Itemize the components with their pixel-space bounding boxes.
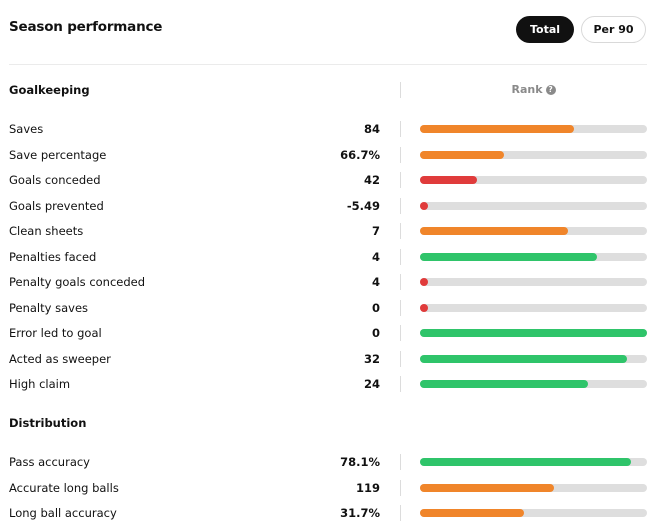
stat-value: 84 (363, 122, 380, 136)
stat-value: -5.49 (346, 198, 380, 213)
stat-row[interactable]: Acted as sweeper 32 (0, 349, 657, 369)
stat-label: Acted as sweeper (9, 351, 111, 366)
rank-bar-fill (420, 176, 477, 184)
rank-bar-fill (420, 227, 568, 235)
section-title-goalkeeping: Goalkeeping (9, 83, 90, 97)
stat-row[interactable]: Accurate long balls 119 (0, 478, 657, 498)
rank-bar-track (420, 227, 647, 235)
stat-label: Error led to goal (9, 326, 102, 340)
header-divider (9, 64, 647, 65)
rank-bar-fill (420, 278, 428, 286)
stat-label: Long ball accuracy (9, 506, 117, 520)
season-performance-header: Season performance Total Per 90 (0, 0, 657, 64)
stat-row[interactable]: Save percentage 66.7% (0, 145, 657, 165)
stat-label: High claim (9, 377, 71, 391)
column-separator (400, 299, 401, 316)
stat-label: Goals conceded (9, 173, 101, 187)
stat-value: 119 (355, 480, 380, 495)
rank-bar-fill (420, 354, 627, 363)
rank-bar-fill (420, 125, 574, 133)
rank-bar-track (420, 278, 647, 286)
stat-row[interactable]: Goals prevented -5.49 (0, 196, 657, 216)
stat-value: 31.7% (340, 506, 380, 520)
stat-value: 78.1% (340, 455, 380, 469)
rank-bar-fill (420, 329, 647, 337)
rank-bar-track (420, 458, 647, 466)
stat-row[interactable]: Pass accuracy 78.1% (0, 452, 657, 472)
stat-value: 0 (371, 326, 380, 340)
stat-label: Penalty saves (9, 300, 89, 315)
column-separator (400, 197, 401, 214)
rank-bar-fill (420, 458, 631, 466)
column-separator (400, 248, 401, 265)
column-separator (400, 505, 401, 521)
section-title-distribution: Distribution (9, 416, 87, 430)
column-separator (400, 223, 401, 239)
rank-bar-track (420, 380, 647, 388)
stat-value: 7 (371, 224, 380, 238)
stat-row[interactable]: Penalty goals conceded 4 (0, 272, 657, 292)
stat-label: Penalties faced (9, 249, 97, 264)
stat-label: Pass accuracy (9, 455, 90, 469)
stat-label: Goals prevented (9, 198, 104, 213)
column-separator (400, 325, 401, 341)
rank-bar-fill (420, 509, 524, 517)
stat-label: Clean sheets (9, 224, 84, 238)
rank-bar-track (420, 201, 647, 210)
stat-value: 66.7% (340, 147, 380, 162)
rank-bar-track (420, 150, 647, 159)
stat-row[interactable]: Penalty saves 0 (0, 298, 657, 318)
rank-bar-track (420, 125, 647, 133)
stat-value: 32 (363, 351, 380, 366)
page-title: Season performance (9, 19, 163, 35)
rank-bar-track (420, 354, 647, 363)
column-separator (400, 479, 401, 496)
column-separator (400, 146, 401, 163)
stat-value: 4 (371, 275, 380, 289)
rank-column-header: Rank ? (420, 83, 647, 96)
help-icon[interactable]: ? (545, 84, 556, 95)
rank-bar-track (420, 483, 647, 492)
rank-label: Rank (511, 83, 543, 96)
rank-bar-fill (420, 252, 597, 261)
stat-label: Accurate long balls (9, 480, 119, 495)
rank-bar-track (420, 303, 647, 312)
stat-label: Saves (9, 122, 44, 136)
total-toggle-button[interactable]: Total (516, 16, 574, 43)
column-separator (400, 454, 401, 470)
rank-bar-fill (420, 483, 554, 492)
stat-value: 4 (371, 249, 380, 264)
stat-row[interactable]: Clean sheets 7 (0, 221, 657, 241)
rank-bar-track (420, 329, 647, 337)
column-separator (400, 376, 401, 392)
column-separator (400, 274, 401, 290)
stat-value: 42 (363, 173, 380, 187)
rank-bar-fill (420, 303, 428, 312)
stat-row[interactable]: High claim 24 (0, 374, 657, 394)
rank-bar-fill (420, 150, 504, 159)
stat-label: Save percentage (9, 147, 107, 162)
stat-row[interactable]: Long ball accuracy 31.7% (0, 503, 657, 523)
stat-row[interactable]: Penalties faced 4 (0, 247, 657, 267)
rank-bar-fill (420, 201, 428, 210)
stat-row[interactable]: Goals conceded 42 (0, 170, 657, 190)
stat-row[interactable]: Error led to goal 0 (0, 323, 657, 343)
per-90-toggle-button[interactable]: Per 90 (581, 16, 646, 43)
rank-bar-track (420, 509, 647, 517)
stat-value: 0 (371, 300, 380, 315)
stat-row[interactable]: Saves 84 (0, 119, 657, 139)
stat-value: 24 (363, 377, 380, 391)
column-separator (400, 121, 401, 137)
stat-label: Penalty goals conceded (9, 275, 146, 289)
rank-bar-track (420, 252, 647, 261)
rank-bar-track (420, 176, 647, 184)
column-separator (400, 172, 401, 188)
rank-bar-fill (420, 380, 588, 388)
column-separator (400, 350, 401, 367)
column-separator (400, 82, 401, 98)
